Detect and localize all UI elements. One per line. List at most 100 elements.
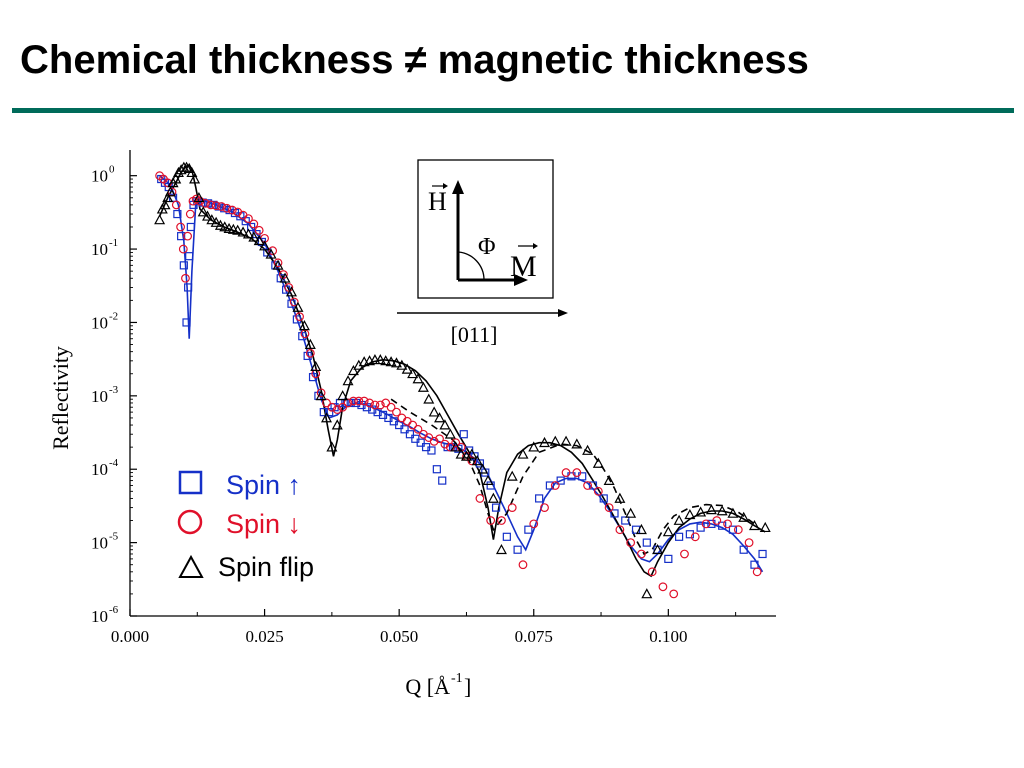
data-point-spin-flip <box>495 543 507 555</box>
data-point-spin-flip <box>549 435 561 446</box>
data-point-spin-up <box>298 332 307 341</box>
y-tick-label: 10 <box>91 460 108 479</box>
data-point-spin-flip <box>206 214 218 225</box>
data-point-spin-flip <box>582 444 594 455</box>
data-point-spin-flip <box>390 357 402 368</box>
data-point-spin-down <box>507 503 517 513</box>
data-point-spin-flip <box>242 228 254 239</box>
data-point-spin-down <box>752 567 762 577</box>
data-point-spin-down <box>669 589 679 599</box>
data-point-spin-up <box>502 532 511 541</box>
data-point-spin-flip <box>662 526 674 537</box>
data-point-spin-flip <box>272 259 284 270</box>
data-point-spin-flip <box>571 438 583 449</box>
data-point-spin-flip <box>444 428 456 439</box>
data-point-spin-down <box>171 200 181 210</box>
data-point-spin-up <box>491 503 501 512</box>
data-point-spin-flip <box>466 448 478 459</box>
data-point-spin-down <box>615 525 625 535</box>
fit-curve-solid <box>158 163 766 578</box>
legend-label-spin-down: Spin ↓ <box>226 509 301 539</box>
data-point-spin-up <box>545 481 555 490</box>
data-point-spin-down <box>316 388 326 398</box>
x-tick-label: 0.000 <box>111 627 149 646</box>
data-point-spin-flip <box>342 375 354 386</box>
data-point-spin-down <box>359 396 369 406</box>
data-point-spin-flip <box>159 199 171 210</box>
data-point-spin-up <box>599 494 608 503</box>
data-point-spin-down <box>680 549 689 559</box>
data-point-spin-down <box>604 503 614 513</box>
data-point-spin-flip <box>614 492 626 503</box>
legend-square-icon <box>178 470 203 495</box>
data-point-spin-flip <box>320 412 332 423</box>
data-point-spin-flip <box>684 508 696 520</box>
data-point-spin-up <box>303 351 312 361</box>
data-point-spin-down <box>178 244 188 254</box>
phi-label: Φ <box>478 234 496 260</box>
data-point-spin-flip <box>292 301 304 312</box>
data-point-spin-down <box>572 468 582 477</box>
x-tick-label: 0.050 <box>380 627 418 646</box>
data-point-spin-down <box>647 567 657 577</box>
data-point-spin-down <box>626 538 636 548</box>
data-point-spin-down <box>408 420 418 430</box>
data-point-spin-up <box>373 408 382 417</box>
data-point-spin-down <box>322 398 331 408</box>
data-point-spin-flip <box>181 161 193 172</box>
data-point-spin-down <box>733 525 743 535</box>
data-point-spin-up <box>220 204 229 213</box>
data-point-spin-up <box>621 516 630 525</box>
data-point-spin-flip <box>401 363 413 374</box>
data-point-spin-flip <box>331 419 343 430</box>
data-point-spin-down <box>200 198 210 208</box>
data-point-spin-down <box>249 219 259 229</box>
data-point-spin-down <box>467 456 477 466</box>
data-point-spin-flip <box>428 406 440 417</box>
data-point-spin-up <box>405 430 415 439</box>
data-point-spin-up <box>513 545 522 554</box>
data-point-spin-down <box>744 538 754 548</box>
data-point-spin-flip <box>727 507 739 518</box>
data-point-spin-flip <box>482 474 494 485</box>
data-point-spin-flip <box>162 192 174 203</box>
data-point-spin-up <box>664 554 673 563</box>
y-tick-label: 10 <box>91 387 108 406</box>
data-point-spin-flip <box>285 286 298 297</box>
data-point-spin-down <box>305 348 315 358</box>
data-point-spin-flip <box>279 272 291 283</box>
data-point-spin-flip <box>517 448 529 459</box>
data-point-spin-flip <box>603 474 615 485</box>
y-tick-label: 10 <box>91 240 108 259</box>
data-point-spin-flip <box>450 441 462 452</box>
data-point-spin-up <box>330 403 339 412</box>
data-point-spin-down <box>268 246 278 256</box>
data-point-spin-down <box>583 481 592 490</box>
x-tick-label: 0.100 <box>649 627 687 646</box>
data-point-spin-flip <box>237 226 249 237</box>
y-tick-exponent: -3 <box>109 384 119 396</box>
direction-label: [011] <box>451 322 498 347</box>
data-point-spin-flip <box>385 356 397 367</box>
data-point-spin-flip <box>232 224 244 235</box>
data-point-spin-up <box>416 438 425 447</box>
y-tick-exponent: -6 <box>109 604 119 616</box>
data-point-spin-flip <box>455 448 467 459</box>
data-point-spin-up <box>459 430 468 439</box>
data-point-spin-up <box>728 525 738 534</box>
data-point-spin-flip <box>506 470 518 481</box>
data-point-spin-flip <box>423 393 435 404</box>
data-point-spin-flip <box>705 504 717 515</box>
data-point-spin-flip <box>396 359 408 370</box>
title-divider <box>12 108 1014 113</box>
data-point-spin-flip <box>635 523 647 535</box>
data-point-spin-up <box>588 481 598 490</box>
data-point-spin-down <box>327 402 337 412</box>
page-title: Chemical thickness ≠ magnetic thickness <box>20 38 809 82</box>
data-point-spin-up <box>247 222 256 232</box>
data-point-spin-flip <box>539 436 551 448</box>
data-point-spin-flip <box>259 240 271 251</box>
data-point-spin-down <box>227 205 237 215</box>
data-point-spin-up <box>475 459 485 468</box>
data-point-spin-flip <box>172 166 184 178</box>
